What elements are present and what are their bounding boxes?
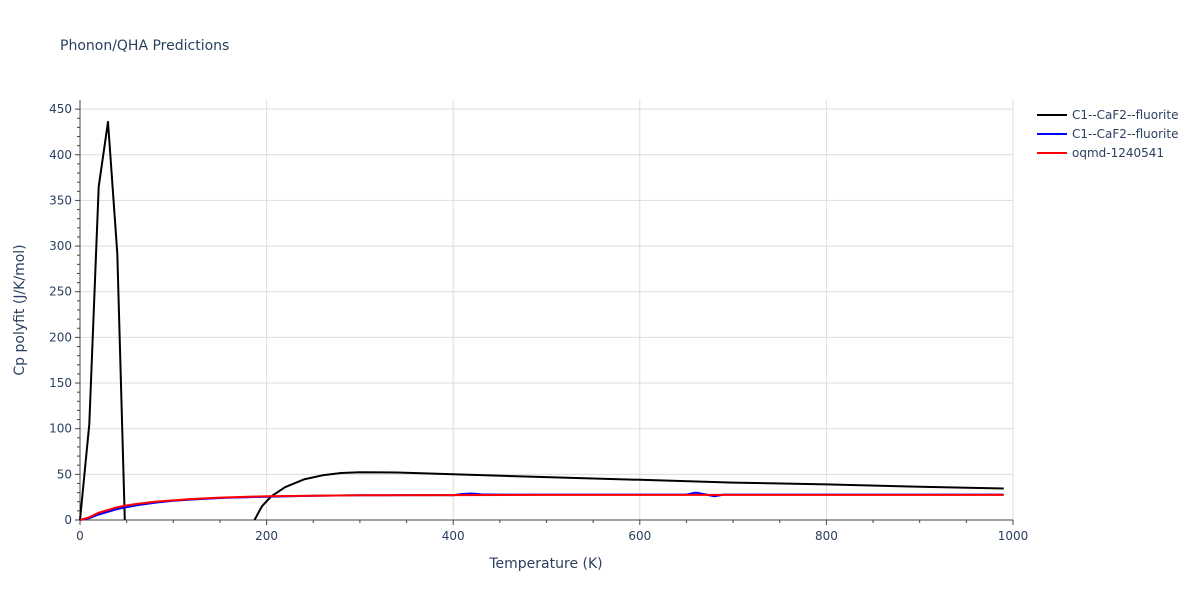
legend-item-1[interactable]: C1--CaF2--fluorite bbox=[1037, 108, 1178, 122]
legend-label: C1--CaF2--fluorite bbox=[1072, 127, 1178, 141]
y-tick-label: 100 bbox=[49, 422, 72, 436]
y-tick-label: 250 bbox=[49, 285, 72, 299]
y-tick-label: 450 bbox=[49, 102, 72, 116]
series-line-1 bbox=[253, 471, 1004, 521]
x-tick-label: 400 bbox=[442, 529, 465, 543]
legend-item-2[interactable]: C1--CaF2--fluorite bbox=[1037, 127, 1178, 141]
legend-item-3[interactable]: oqmd-1240541 bbox=[1037, 146, 1164, 160]
x-tick-label: 0 bbox=[76, 529, 84, 543]
legend-label: oqmd-1240541 bbox=[1072, 146, 1164, 160]
y-tick-label: 300 bbox=[49, 239, 72, 253]
x-tick-label: 600 bbox=[628, 529, 651, 543]
x-axis-title: Temperature (K) bbox=[488, 556, 602, 572]
series-line-3 bbox=[79, 493, 1004, 521]
y-tick-label: 0 bbox=[64, 513, 72, 527]
legend[interactable]: C1--CaF2--fluorite C1--CaF2--fluorite oqmd… bbox=[1037, 108, 1178, 160]
y-tick-label: 50 bbox=[57, 467, 72, 481]
y-tick-label: 350 bbox=[49, 193, 72, 207]
series-line-1 bbox=[79, 120, 126, 521]
grid bbox=[80, 100, 1014, 520]
y-tick-label: 200 bbox=[49, 330, 72, 344]
x-tick-label: 200 bbox=[255, 529, 278, 543]
chart-title: Phonon/QHA Predictions bbox=[60, 38, 229, 54]
x-tick-label: 800 bbox=[815, 529, 838, 543]
axes: 0 50 100 150 200 250 300 350 400 450 0 200 400 600 800… bbox=[49, 100, 1028, 543]
y-tick-label: 400 bbox=[49, 148, 72, 162]
y-tick-label: 150 bbox=[49, 376, 72, 390]
y-axis-title: Cp polyfit (J/K/mol) bbox=[12, 244, 28, 375]
series-lines bbox=[79, 120, 1004, 521]
x-tick-label: 1000 bbox=[998, 529, 1029, 543]
legend-label: C1--CaF2--fluorite bbox=[1072, 108, 1178, 122]
